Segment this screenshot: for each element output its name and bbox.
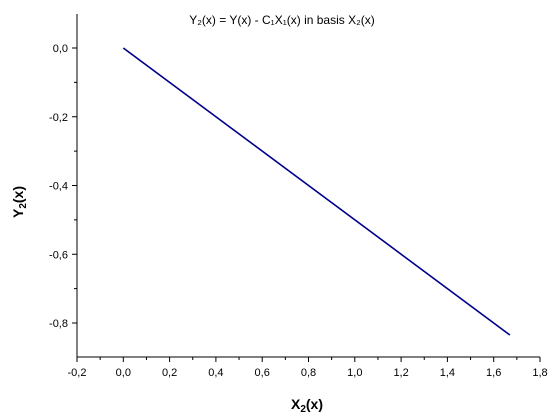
y-tick-label: -0,2 xyxy=(49,112,68,124)
x-tick-label: 1,4 xyxy=(440,367,455,379)
x-tick-label: 1,6 xyxy=(486,367,501,379)
y-tick-label: -0,4 xyxy=(49,181,68,193)
y-axis-label: Y2(x) xyxy=(10,186,29,218)
x-tick-label: 1,0 xyxy=(347,367,362,379)
plot-area: -0,2 0,0 0,2 0,4 0,6 0,8 1,0 1,2 1,4 1,6 1,8 0,0 -0,… xyxy=(49,14,548,379)
x-tick-label: 0,0 xyxy=(116,367,131,379)
x-tick-label: 0,6 xyxy=(255,367,270,379)
x-tick-label: 1,2 xyxy=(393,367,408,379)
x-tick-label: -0,2 xyxy=(68,367,87,379)
x-tick-label: 0,2 xyxy=(162,367,177,379)
y-tick-label: 0,0 xyxy=(53,43,68,55)
x-axis-label: X2(x) xyxy=(291,396,323,415)
y-tick-label: -0,8 xyxy=(49,318,68,330)
y-tick-label: -0,6 xyxy=(49,249,68,261)
x-tick-label: 0,4 xyxy=(208,367,223,379)
x-tick-label: 1,8 xyxy=(532,367,547,379)
series-line xyxy=(122,47,511,336)
x-tick-label: 0,8 xyxy=(301,367,316,379)
chart-title: Y₂(x) = Y(x) - C₁X₁(x) in basis X₂(x) xyxy=(189,13,375,27)
